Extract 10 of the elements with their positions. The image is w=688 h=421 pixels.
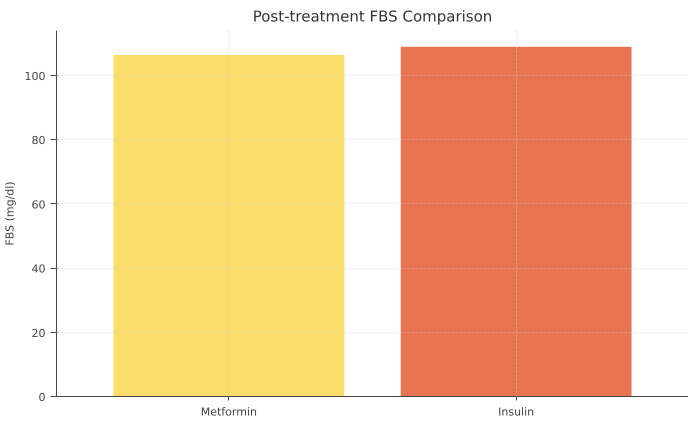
y-tick-label: 100 <box>24 70 46 83</box>
x-tick-label: Insulin <box>498 406 534 418</box>
x-tick-label: Metformin <box>200 406 258 418</box>
y-tick-label: 60 <box>32 198 46 212</box>
y-tick-label: 20 <box>32 326 46 340</box>
chart-title: Post-treatment FBS Comparison <box>252 8 492 26</box>
y-tick-label: 0 <box>38 391 46 404</box>
y-axis-title: FBS (mg/dl) <box>4 181 17 246</box>
y-tick-label: 40 <box>32 262 46 276</box>
y-tick-label: 80 <box>32 134 46 148</box>
